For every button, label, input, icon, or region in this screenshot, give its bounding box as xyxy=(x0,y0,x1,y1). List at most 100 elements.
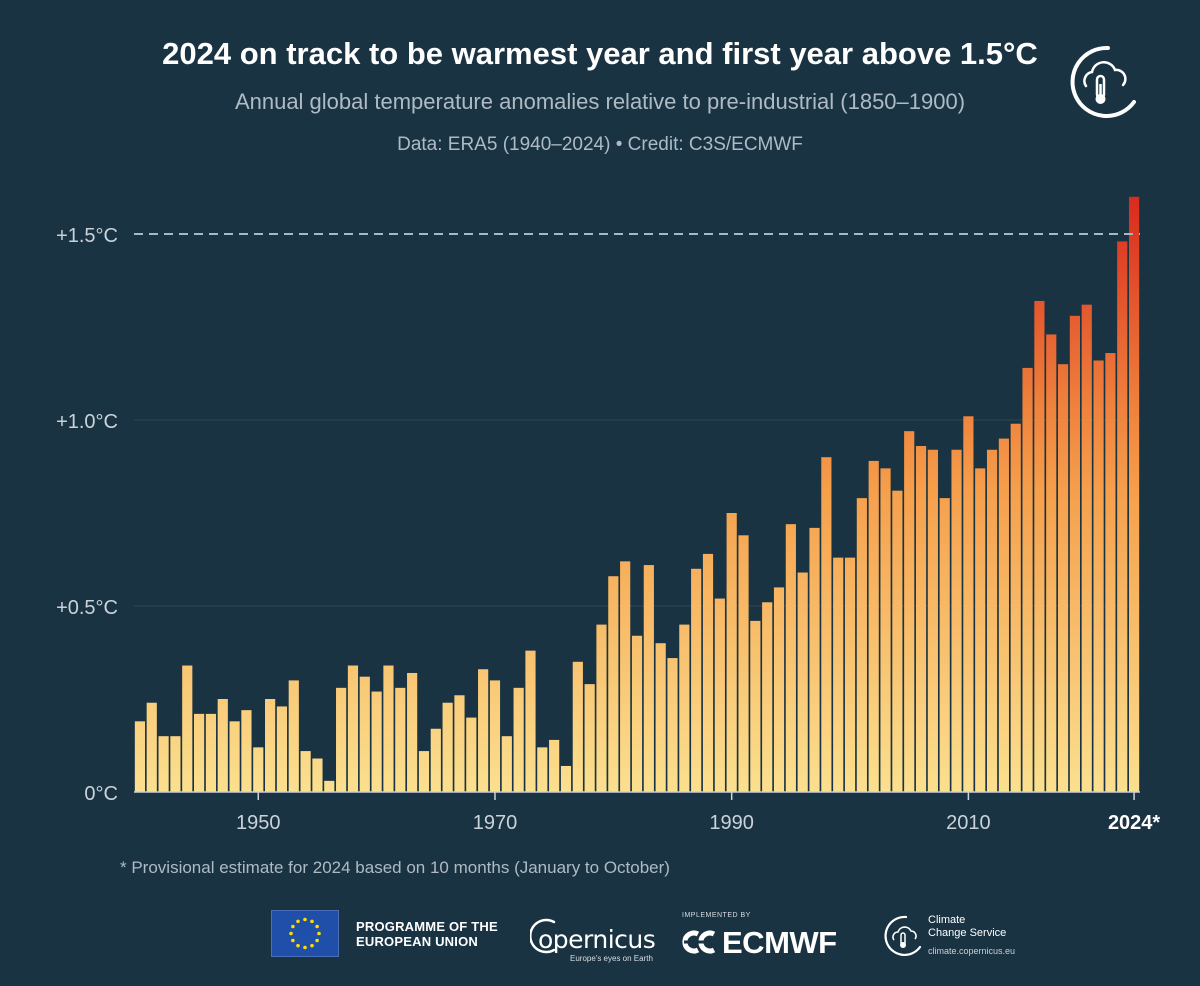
bar-2010 xyxy=(963,416,974,792)
bar-1978 xyxy=(584,684,595,792)
bar-1977 xyxy=(572,661,583,792)
bar-1949 xyxy=(241,710,252,792)
bar-1966 xyxy=(442,702,453,792)
bar-1984 xyxy=(655,643,666,792)
bar-2014 xyxy=(1010,423,1021,792)
eu-line-1: PROGRAMME OF THE xyxy=(356,919,498,934)
x-tick-label: 1990 xyxy=(709,812,754,834)
bar-2022 xyxy=(1105,353,1116,792)
bar-1956 xyxy=(324,780,335,792)
partner-logos-footer: PROGRAMME OF THE EUROPEAN UNION opernicu… xyxy=(0,900,1200,980)
eu-star xyxy=(310,943,314,948)
bar-2012 xyxy=(986,449,998,792)
bar-1970 xyxy=(489,680,501,792)
bar-2006 xyxy=(915,446,927,792)
y-tick-label: 0°C xyxy=(84,783,118,805)
bar-2009 xyxy=(951,449,962,792)
ccs-line-1: Climate xyxy=(928,914,966,926)
bar-1973 xyxy=(525,650,536,792)
eu-star xyxy=(303,917,307,922)
bar-1990 xyxy=(726,513,737,792)
bar-2011 xyxy=(975,468,986,792)
bar-2016 xyxy=(1034,300,1045,792)
bar-1998 xyxy=(821,457,832,792)
eu-star xyxy=(317,931,321,936)
eu-star xyxy=(310,919,314,924)
x-tick-label: 1970 xyxy=(473,812,518,834)
bar-2021 xyxy=(1093,360,1104,792)
bar-1941 xyxy=(146,702,157,792)
bar-1952 xyxy=(276,706,288,792)
y-tick-label: +0.5°C xyxy=(56,597,118,619)
bar-1994 xyxy=(773,587,785,792)
copernicus-tagline: Europe's eyes on Earth xyxy=(570,954,653,963)
x-tick-label: 2010 xyxy=(946,812,991,834)
eu-star xyxy=(303,945,307,950)
bar-1969 xyxy=(478,669,489,792)
bar-1962 xyxy=(395,687,406,792)
bar-2007 xyxy=(927,449,938,792)
bar-2023 xyxy=(1117,241,1128,792)
eu-star xyxy=(315,938,319,943)
bar-1981 xyxy=(620,561,631,792)
eu-star xyxy=(291,938,295,943)
temperature-anomaly-bar-chart: 0°C +0.5°C +1.0°C +1.5°C 1950 1970 1990 2010 202… xyxy=(56,196,1160,834)
bar-1957 xyxy=(336,687,347,792)
bar-1989 xyxy=(714,598,725,792)
bar-1965 xyxy=(430,728,441,792)
bar-1968 xyxy=(466,717,477,792)
bar-1960 xyxy=(371,691,382,792)
bar-2002 xyxy=(868,460,879,792)
copernicus-c-icon xyxy=(530,918,556,954)
bar-1958 xyxy=(347,665,359,792)
eu-line-2: EUROPEAN UNION xyxy=(356,934,478,949)
bar-1953 xyxy=(288,680,299,792)
bar-1987 xyxy=(691,568,702,792)
y-tick-label: +1.5°C xyxy=(56,225,118,247)
bar-1991 xyxy=(738,535,749,792)
eu-programme-label: PROGRAMME OF THE EUROPEAN UNION xyxy=(356,919,498,949)
copernicus-name: opernicus xyxy=(538,925,656,954)
bar-1983 xyxy=(643,565,654,792)
bar-1944 xyxy=(182,665,193,792)
bar-1950 xyxy=(253,747,264,792)
bar-1942 xyxy=(158,736,169,792)
bar-1971 xyxy=(501,736,512,792)
bar-1974 xyxy=(537,747,548,792)
eu-star xyxy=(289,931,293,936)
bar-1963 xyxy=(407,672,418,792)
ccs-line-2: Change Service xyxy=(928,927,1007,939)
bar-1972 xyxy=(513,687,524,792)
eu-star xyxy=(291,924,295,929)
eu-star xyxy=(315,924,319,929)
bar-1959 xyxy=(359,676,370,792)
bar-1967 xyxy=(454,695,465,792)
ecmwf-name: ECMWF xyxy=(722,925,837,960)
bar-2000 xyxy=(844,557,856,792)
bar-1955 xyxy=(312,758,323,792)
bar-1992 xyxy=(750,620,761,792)
bar-1986 xyxy=(679,624,690,792)
bar-2015 xyxy=(1022,367,1033,792)
eu-star xyxy=(296,919,300,924)
eu-flag-icon xyxy=(271,910,339,957)
bar-2005 xyxy=(904,431,915,792)
bar-1996 xyxy=(797,572,808,792)
bar-2001 xyxy=(856,498,867,792)
ecmwf-logo: IMPLEMENTED BY ECMWF xyxy=(680,908,860,968)
bar-1993 xyxy=(762,602,773,792)
bar-2019 xyxy=(1069,315,1080,792)
bar-1988 xyxy=(702,553,714,792)
bar-2013 xyxy=(998,438,1009,792)
chart-subtitle: Annual global temperature anomalies rela… xyxy=(234,89,966,114)
bar-1999 xyxy=(833,557,844,792)
bar-1946 xyxy=(205,713,217,792)
bar-1964 xyxy=(418,751,430,792)
bar-1951 xyxy=(265,699,276,792)
bar-1976 xyxy=(560,765,572,792)
x-tick-label: 2024* xyxy=(1108,812,1160,834)
copernicus-logo: opernicus Europe's eyes on Earth xyxy=(530,908,656,968)
climate-change-service-icon xyxy=(884,915,922,957)
bar-1954 xyxy=(300,751,311,792)
climate-thermometer-cloud-icon xyxy=(1070,45,1136,118)
